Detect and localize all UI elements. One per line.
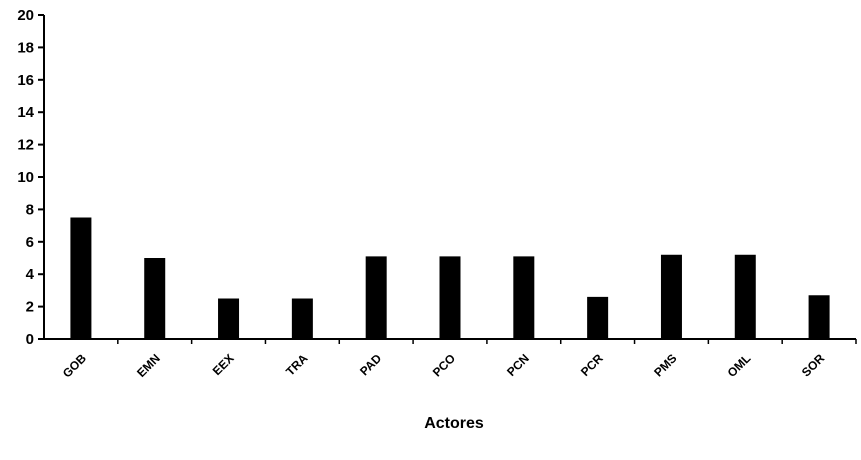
x-tick-label-pcn: PCN [504, 351, 532, 379]
y-tick-label: 18 [17, 39, 34, 56]
x-tick-label-oml: OML [725, 351, 754, 380]
y-tick-label: 0 [26, 331, 34, 348]
y-tick-label: 12 [17, 137, 34, 154]
x-tick-label-tra: TRA [283, 351, 311, 379]
y-axis: 0 2 4 6 8 10 12 14 16 18 20 [17, 7, 45, 348]
y-tick-label: 10 [17, 169, 34, 186]
x-tick-label-sor: SOR [799, 351, 828, 380]
x-tick-label-pco: PCO [430, 351, 458, 379]
bar-pms [660, 254, 682, 339]
bar-sor [808, 295, 830, 339]
bar-emn [144, 258, 166, 339]
bar-gob [70, 217, 92, 339]
y-tick-label: 20 [17, 7, 34, 24]
x-tick-label-pcr: PCR [578, 351, 606, 379]
y-tick-label: 6 [26, 234, 34, 251]
x-tick-label-pms: PMS [651, 351, 679, 379]
x-axis: GOB EMN EEX TRA PAD PCO PCN PCR PMS OML SOR [44, 338, 857, 380]
x-tick-label-emn: EMN [134, 351, 163, 380]
bar-pad [365, 256, 387, 339]
bar-oml [734, 254, 756, 339]
y-tick-label: 14 [17, 104, 34, 121]
bar-pcn [513, 256, 535, 339]
bar-pco [439, 256, 461, 339]
y-tick-label: 16 [17, 72, 34, 89]
bar-pcr [587, 296, 609, 339]
x-tick-label-eex: EEX [210, 351, 237, 378]
x-tick-label-gob: GOB [60, 351, 89, 380]
bar-eex [218, 298, 240, 339]
x-tick-label-pad: PAD [357, 351, 384, 378]
y-tick-label: 8 [26, 201, 34, 218]
bar-tra [291, 298, 313, 339]
y-tick-label: 2 [26, 299, 34, 316]
y-tick-label: 4 [26, 266, 35, 283]
bars [70, 217, 830, 339]
x-axis-title: Actores [424, 415, 484, 432]
